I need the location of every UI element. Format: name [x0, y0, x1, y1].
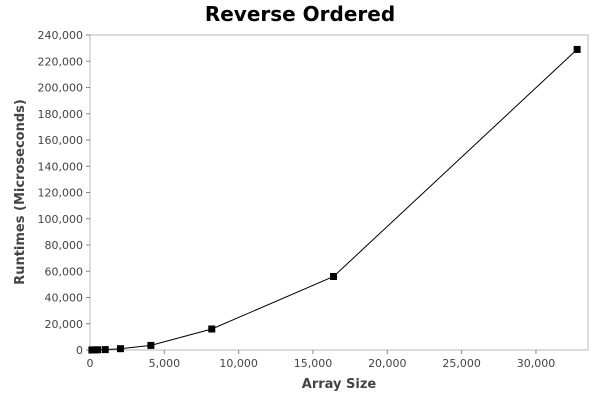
y-tick-label: 0 — [76, 344, 83, 357]
y-tick-label: 80,000 — [45, 239, 84, 252]
data-point — [90, 346, 98, 354]
y-tick-label: 160,000 — [38, 134, 84, 147]
data-point — [330, 273, 338, 280]
y-tick-label: 120,000 — [38, 187, 84, 200]
x-tick-label: 25,000 — [442, 357, 481, 370]
x-tick-label: 15,000 — [294, 357, 333, 370]
y-tick-label: 20,000 — [45, 318, 84, 331]
series-markers — [88, 45, 581, 354]
y-axis-title: Runtimes (Microseconds) — [13, 99, 28, 285]
x-axis-title: Array Size — [302, 377, 377, 392]
y-tick-label: 60,000 — [45, 265, 84, 278]
y-tick-label: 40,000 — [45, 292, 84, 305]
x-tick-label: 5,000 — [149, 357, 181, 370]
chart-title: Reverse Ordered — [204, 2, 396, 26]
x-tick-label: 0 — [87, 357, 94, 370]
y-tick-label: 240,000 — [38, 29, 84, 42]
data-point — [101, 346, 109, 354]
x-axis-ticks: 0 5,000 10,000 15,000 20,000 25,000 30,000 — [87, 350, 556, 370]
data-point — [116, 345, 124, 353]
y-tick-label: 140,000 — [38, 160, 84, 173]
y-tick-label: 220,000 — [38, 55, 84, 68]
data-point — [147, 341, 155, 349]
x-tick-label: 10,000 — [219, 357, 258, 370]
y-axis-ticks: 0 20,000 40,000 60,000 80,000 100,000 120,000 1… — [38, 29, 90, 357]
y-tick-label: 100,000 — [38, 213, 84, 226]
x-tick-label: 30,000 — [517, 357, 556, 370]
y-tick-label: 180,000 — [38, 108, 84, 121]
x-tick-label: 20,000 — [368, 357, 407, 370]
data-point — [94, 346, 102, 354]
data-point — [573, 45, 581, 53]
plot-area — [89, 34, 589, 351]
y-tick-label: 200,000 — [38, 82, 84, 95]
data-point — [208, 325, 216, 333]
